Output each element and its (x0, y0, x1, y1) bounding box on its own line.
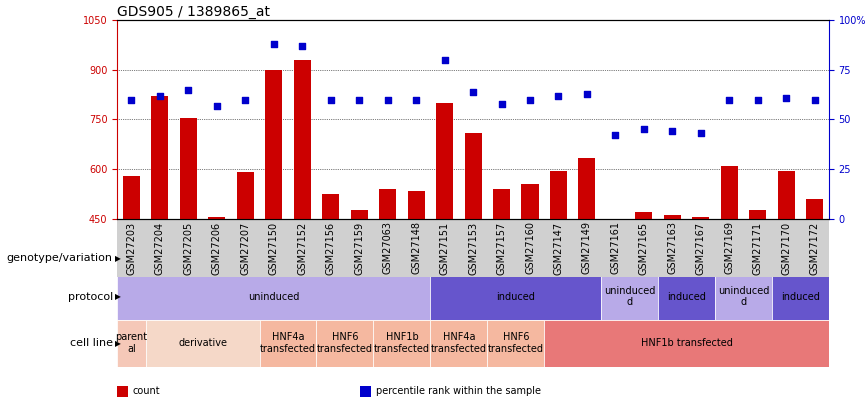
Text: count: count (133, 386, 161, 396)
Bar (715, 243, 829, 273)
Text: induced: induced (781, 292, 820, 302)
Text: A263insGG: A263insGG (745, 253, 799, 263)
Bar (493, 189, 510, 368)
Bar (117, 243, 602, 273)
Point (551, 92, 565, 99)
Bar (117, 320, 146, 367)
Bar (123, 176, 140, 368)
Point (779, 94, 793, 101)
Point (608, 132, 622, 139)
Text: HNF1b transfected: HNF1b transfected (641, 338, 733, 348)
Text: ▶: ▶ (115, 254, 122, 263)
Bar (749, 211, 766, 368)
Bar (237, 173, 253, 368)
Bar (373, 320, 431, 367)
Text: ▶: ▶ (115, 292, 122, 301)
Bar (693, 217, 709, 368)
Bar (208, 217, 226, 368)
Point (495, 100, 509, 107)
Text: HNF6
transfected: HNF6 transfected (317, 333, 373, 354)
Bar (550, 171, 567, 368)
Text: HNF1b
transfected: HNF1b transfected (374, 333, 430, 354)
Point (266, 41, 280, 47)
Bar (322, 194, 339, 368)
Point (409, 96, 423, 103)
Point (694, 130, 707, 136)
Bar (664, 215, 681, 368)
Text: induced: induced (667, 292, 706, 302)
Text: parent
al: parent al (115, 333, 148, 354)
Point (523, 96, 537, 103)
Bar (351, 211, 368, 368)
Point (666, 128, 680, 134)
Text: uninduced
d: uninduced d (604, 286, 655, 307)
Bar (146, 320, 260, 367)
Bar (658, 273, 715, 320)
Bar (293, 60, 311, 368)
Bar (778, 171, 795, 368)
Bar (180, 118, 197, 368)
Bar (607, 219, 624, 368)
Point (352, 96, 366, 103)
Text: uninduced
d: uninduced d (718, 286, 769, 307)
Text: HNF4a
transfected: HNF4a transfected (260, 333, 316, 354)
Point (637, 126, 651, 133)
Bar (431, 273, 602, 320)
Point (381, 96, 395, 103)
Bar (117, 273, 431, 320)
Text: induced: induced (496, 292, 536, 302)
Bar (602, 243, 715, 273)
Bar (715, 273, 772, 320)
Bar (266, 70, 282, 368)
Text: GDS905 / 1389865_at: GDS905 / 1389865_at (117, 5, 270, 19)
Text: genotype/variation: genotype/variation (7, 253, 113, 263)
Text: protocol: protocol (68, 292, 113, 302)
Text: uninduced: uninduced (248, 292, 299, 302)
Bar (408, 191, 424, 368)
Point (210, 102, 224, 109)
Point (153, 92, 167, 99)
Text: P328L329del: P328L329del (627, 253, 690, 263)
Bar (260, 320, 317, 367)
Point (124, 96, 138, 103)
Bar (379, 189, 396, 368)
Bar (151, 96, 168, 368)
Text: cell line: cell line (69, 338, 113, 348)
Bar (317, 320, 373, 367)
Bar (522, 184, 538, 368)
Point (239, 96, 253, 103)
Point (324, 96, 338, 103)
Text: wild type: wild type (337, 253, 382, 263)
Bar (602, 273, 658, 320)
Bar (772, 273, 829, 320)
Bar (464, 133, 482, 368)
Bar (487, 320, 544, 367)
Point (751, 96, 765, 103)
Bar (436, 103, 453, 368)
Bar (806, 199, 823, 368)
Point (580, 90, 594, 97)
Bar (544, 320, 829, 367)
Text: HNF6
transfected: HNF6 transfected (488, 333, 543, 354)
Text: percentile rank within the sample: percentile rank within the sample (376, 386, 541, 396)
Point (722, 96, 736, 103)
Point (437, 57, 451, 63)
Point (295, 43, 309, 49)
Text: ▶: ▶ (115, 339, 122, 348)
Text: HNF4a
transfected: HNF4a transfected (431, 333, 487, 354)
Bar (635, 212, 653, 368)
Bar (720, 166, 738, 368)
Bar (578, 158, 595, 368)
Bar (431, 320, 487, 367)
Point (466, 88, 480, 95)
Point (181, 86, 195, 93)
Point (808, 96, 822, 103)
Text: derivative: derivative (178, 338, 227, 348)
